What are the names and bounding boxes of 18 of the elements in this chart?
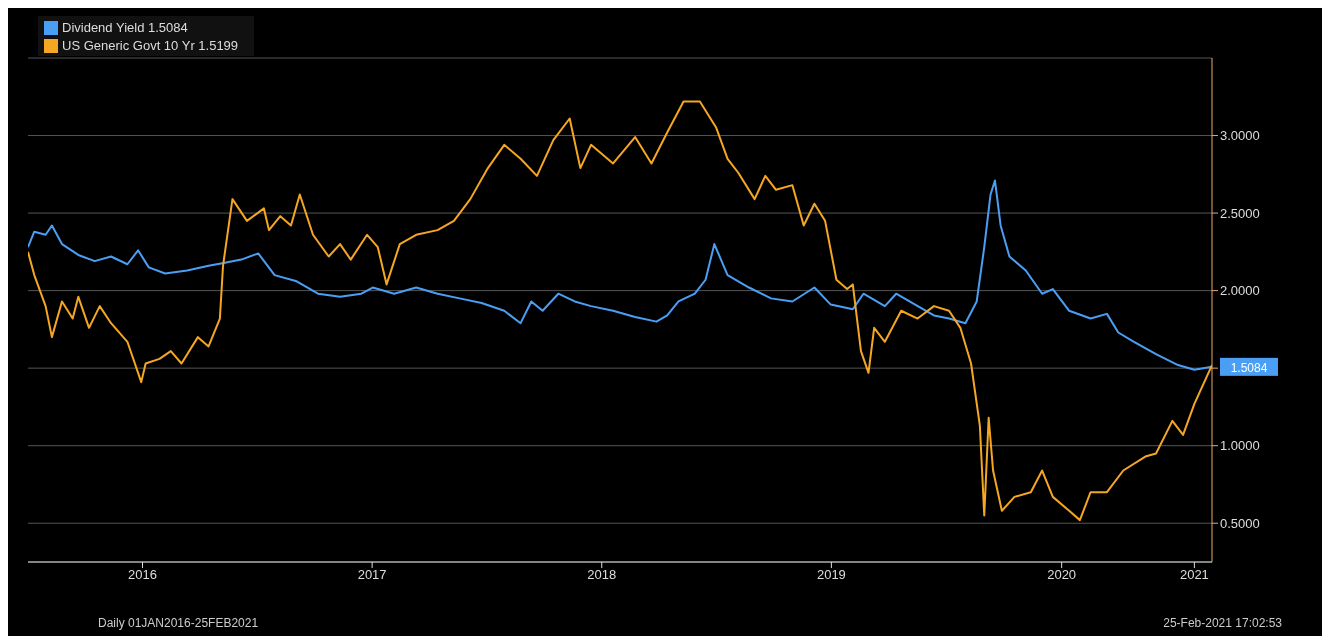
x-tick-label: 2021 [1179,567,1209,583]
x-tick-label: 2017 [357,567,387,583]
x-tick-label: 2019 [816,567,846,583]
annotation: 1.5084 [1230,360,1268,375]
text: 25-Feb-2021 17:02:53 [1163,616,1282,630]
legend-label: US Generic Govt 10 Yr 1.5199 [62,38,239,53]
line-series [28,100,1212,522]
y-tick-label: 3.0000 [1220,128,1260,144]
y-tick-label: 2.0000 [1220,283,1260,299]
x-tick-label: 2018 [587,567,617,583]
x-tick-label: 2016 [128,567,157,583]
y-tick-label: 2.5000 [1220,205,1260,221]
legend-label: Dividend Yield 1.5084 [62,20,188,35]
y-tick-label: 0.5000 [1220,515,1260,531]
line-series [28,179,1212,371]
text: Daily 01JAN2016-25FEB2021 [98,616,259,630]
x-tick-label: 2020 [1047,567,1077,583]
y-tick-label: 1.0000 [1220,438,1260,454]
